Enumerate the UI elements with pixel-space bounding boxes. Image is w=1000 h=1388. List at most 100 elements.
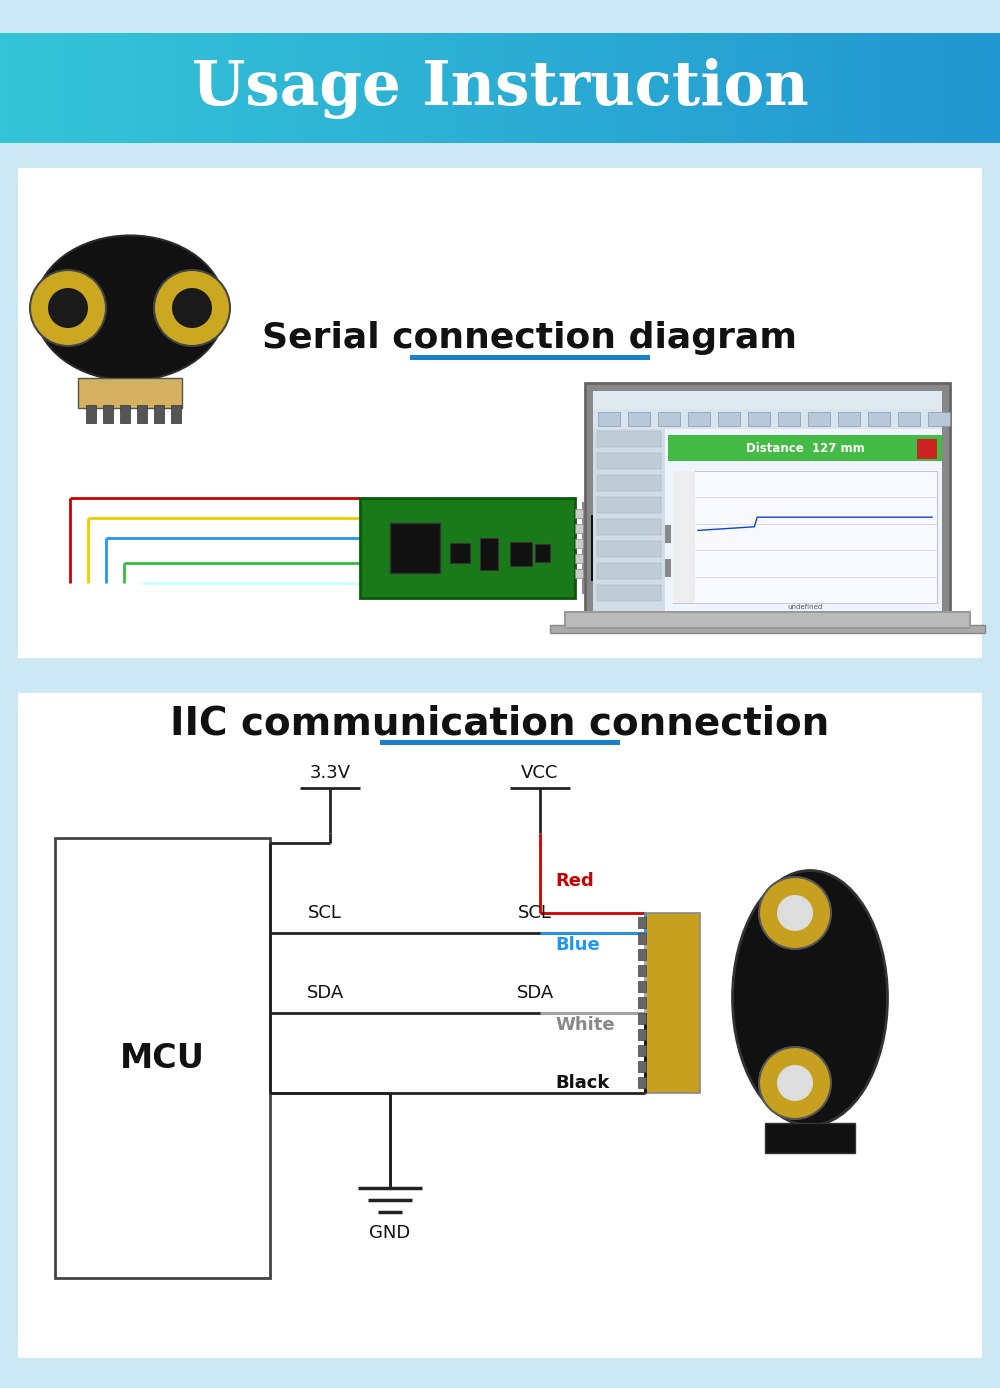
Bar bbox=[590, 33, 595, 143]
Bar bbox=[785, 33, 790, 143]
Bar bbox=[390, 523, 440, 573]
Bar bbox=[480, 539, 498, 570]
Bar bbox=[390, 33, 395, 143]
Bar bbox=[825, 33, 830, 143]
Bar bbox=[560, 33, 565, 143]
Bar bbox=[597, 452, 661, 469]
Text: undefined: undefined bbox=[787, 604, 823, 609]
Bar bbox=[10, 33, 15, 143]
Bar bbox=[40, 33, 45, 143]
Bar bbox=[18, 693, 982, 1357]
Bar bbox=[345, 33, 350, 143]
Bar bbox=[838, 412, 860, 426]
Bar bbox=[65, 33, 70, 143]
Bar bbox=[935, 33, 940, 143]
Bar bbox=[135, 33, 140, 143]
Bar bbox=[30, 33, 35, 143]
Bar bbox=[0, 33, 5, 143]
Text: 3.3V: 3.3V bbox=[309, 763, 351, 781]
Bar bbox=[895, 33, 900, 143]
Bar bbox=[775, 33, 780, 143]
Bar bbox=[25, 33, 30, 143]
Bar bbox=[638, 1060, 646, 1072]
Bar bbox=[165, 33, 170, 143]
Bar bbox=[630, 33, 635, 143]
Bar bbox=[240, 33, 245, 143]
Bar bbox=[86, 405, 96, 423]
Bar bbox=[597, 497, 661, 514]
Bar bbox=[750, 33, 755, 143]
Bar bbox=[400, 33, 405, 143]
Bar bbox=[965, 33, 970, 143]
Bar bbox=[995, 33, 1000, 143]
Bar bbox=[565, 33, 570, 143]
Bar bbox=[465, 33, 470, 143]
Bar bbox=[95, 33, 100, 143]
Bar bbox=[380, 740, 620, 745]
Bar bbox=[795, 33, 800, 143]
Bar bbox=[575, 554, 583, 564]
Bar bbox=[635, 33, 640, 143]
Bar bbox=[475, 33, 480, 143]
Bar bbox=[575, 525, 583, 533]
Bar bbox=[385, 33, 390, 143]
Bar bbox=[525, 33, 530, 143]
Bar bbox=[680, 33, 685, 143]
Bar bbox=[960, 33, 965, 143]
Circle shape bbox=[759, 1047, 831, 1119]
Bar bbox=[593, 391, 942, 611]
Bar bbox=[930, 33, 935, 143]
Bar bbox=[90, 33, 95, 143]
Bar bbox=[575, 539, 583, 548]
Bar bbox=[137, 405, 147, 423]
Bar bbox=[575, 569, 583, 577]
Bar bbox=[638, 933, 646, 944]
Bar bbox=[928, 412, 950, 426]
Bar bbox=[660, 33, 665, 143]
Bar bbox=[915, 33, 920, 143]
Bar bbox=[350, 33, 355, 143]
Bar bbox=[945, 33, 950, 143]
Bar bbox=[790, 33, 795, 143]
Bar bbox=[950, 33, 955, 143]
Bar bbox=[45, 33, 50, 143]
Bar bbox=[210, 33, 215, 143]
Text: SCL: SCL bbox=[518, 904, 552, 922]
Bar bbox=[760, 33, 765, 143]
Text: SCL: SCL bbox=[308, 904, 342, 922]
Bar bbox=[450, 543, 470, 564]
Bar bbox=[410, 355, 650, 359]
Bar bbox=[668, 434, 942, 461]
Bar bbox=[850, 33, 855, 143]
Bar bbox=[800, 33, 805, 143]
Bar bbox=[665, 33, 670, 143]
Bar bbox=[290, 33, 295, 143]
Bar bbox=[597, 519, 661, 534]
Bar bbox=[748, 412, 770, 426]
Bar bbox=[145, 33, 150, 143]
Bar bbox=[410, 33, 415, 143]
Bar bbox=[610, 33, 615, 143]
Bar bbox=[460, 33, 465, 143]
Bar bbox=[470, 33, 475, 143]
Bar bbox=[280, 33, 285, 143]
Bar bbox=[80, 33, 85, 143]
Bar bbox=[917, 439, 937, 459]
Bar bbox=[780, 33, 785, 143]
Bar bbox=[695, 33, 700, 143]
Bar bbox=[765, 33, 770, 143]
Bar bbox=[420, 33, 425, 143]
Bar bbox=[638, 949, 646, 960]
Bar bbox=[405, 33, 410, 143]
Bar bbox=[593, 391, 942, 409]
Bar bbox=[335, 33, 340, 143]
Bar bbox=[595, 33, 600, 143]
Circle shape bbox=[777, 895, 813, 931]
Bar bbox=[340, 33, 345, 143]
Bar bbox=[645, 33, 650, 143]
Bar bbox=[597, 475, 661, 491]
Bar bbox=[898, 412, 920, 426]
Bar bbox=[710, 33, 715, 143]
Bar bbox=[415, 33, 420, 143]
Bar bbox=[885, 33, 890, 143]
